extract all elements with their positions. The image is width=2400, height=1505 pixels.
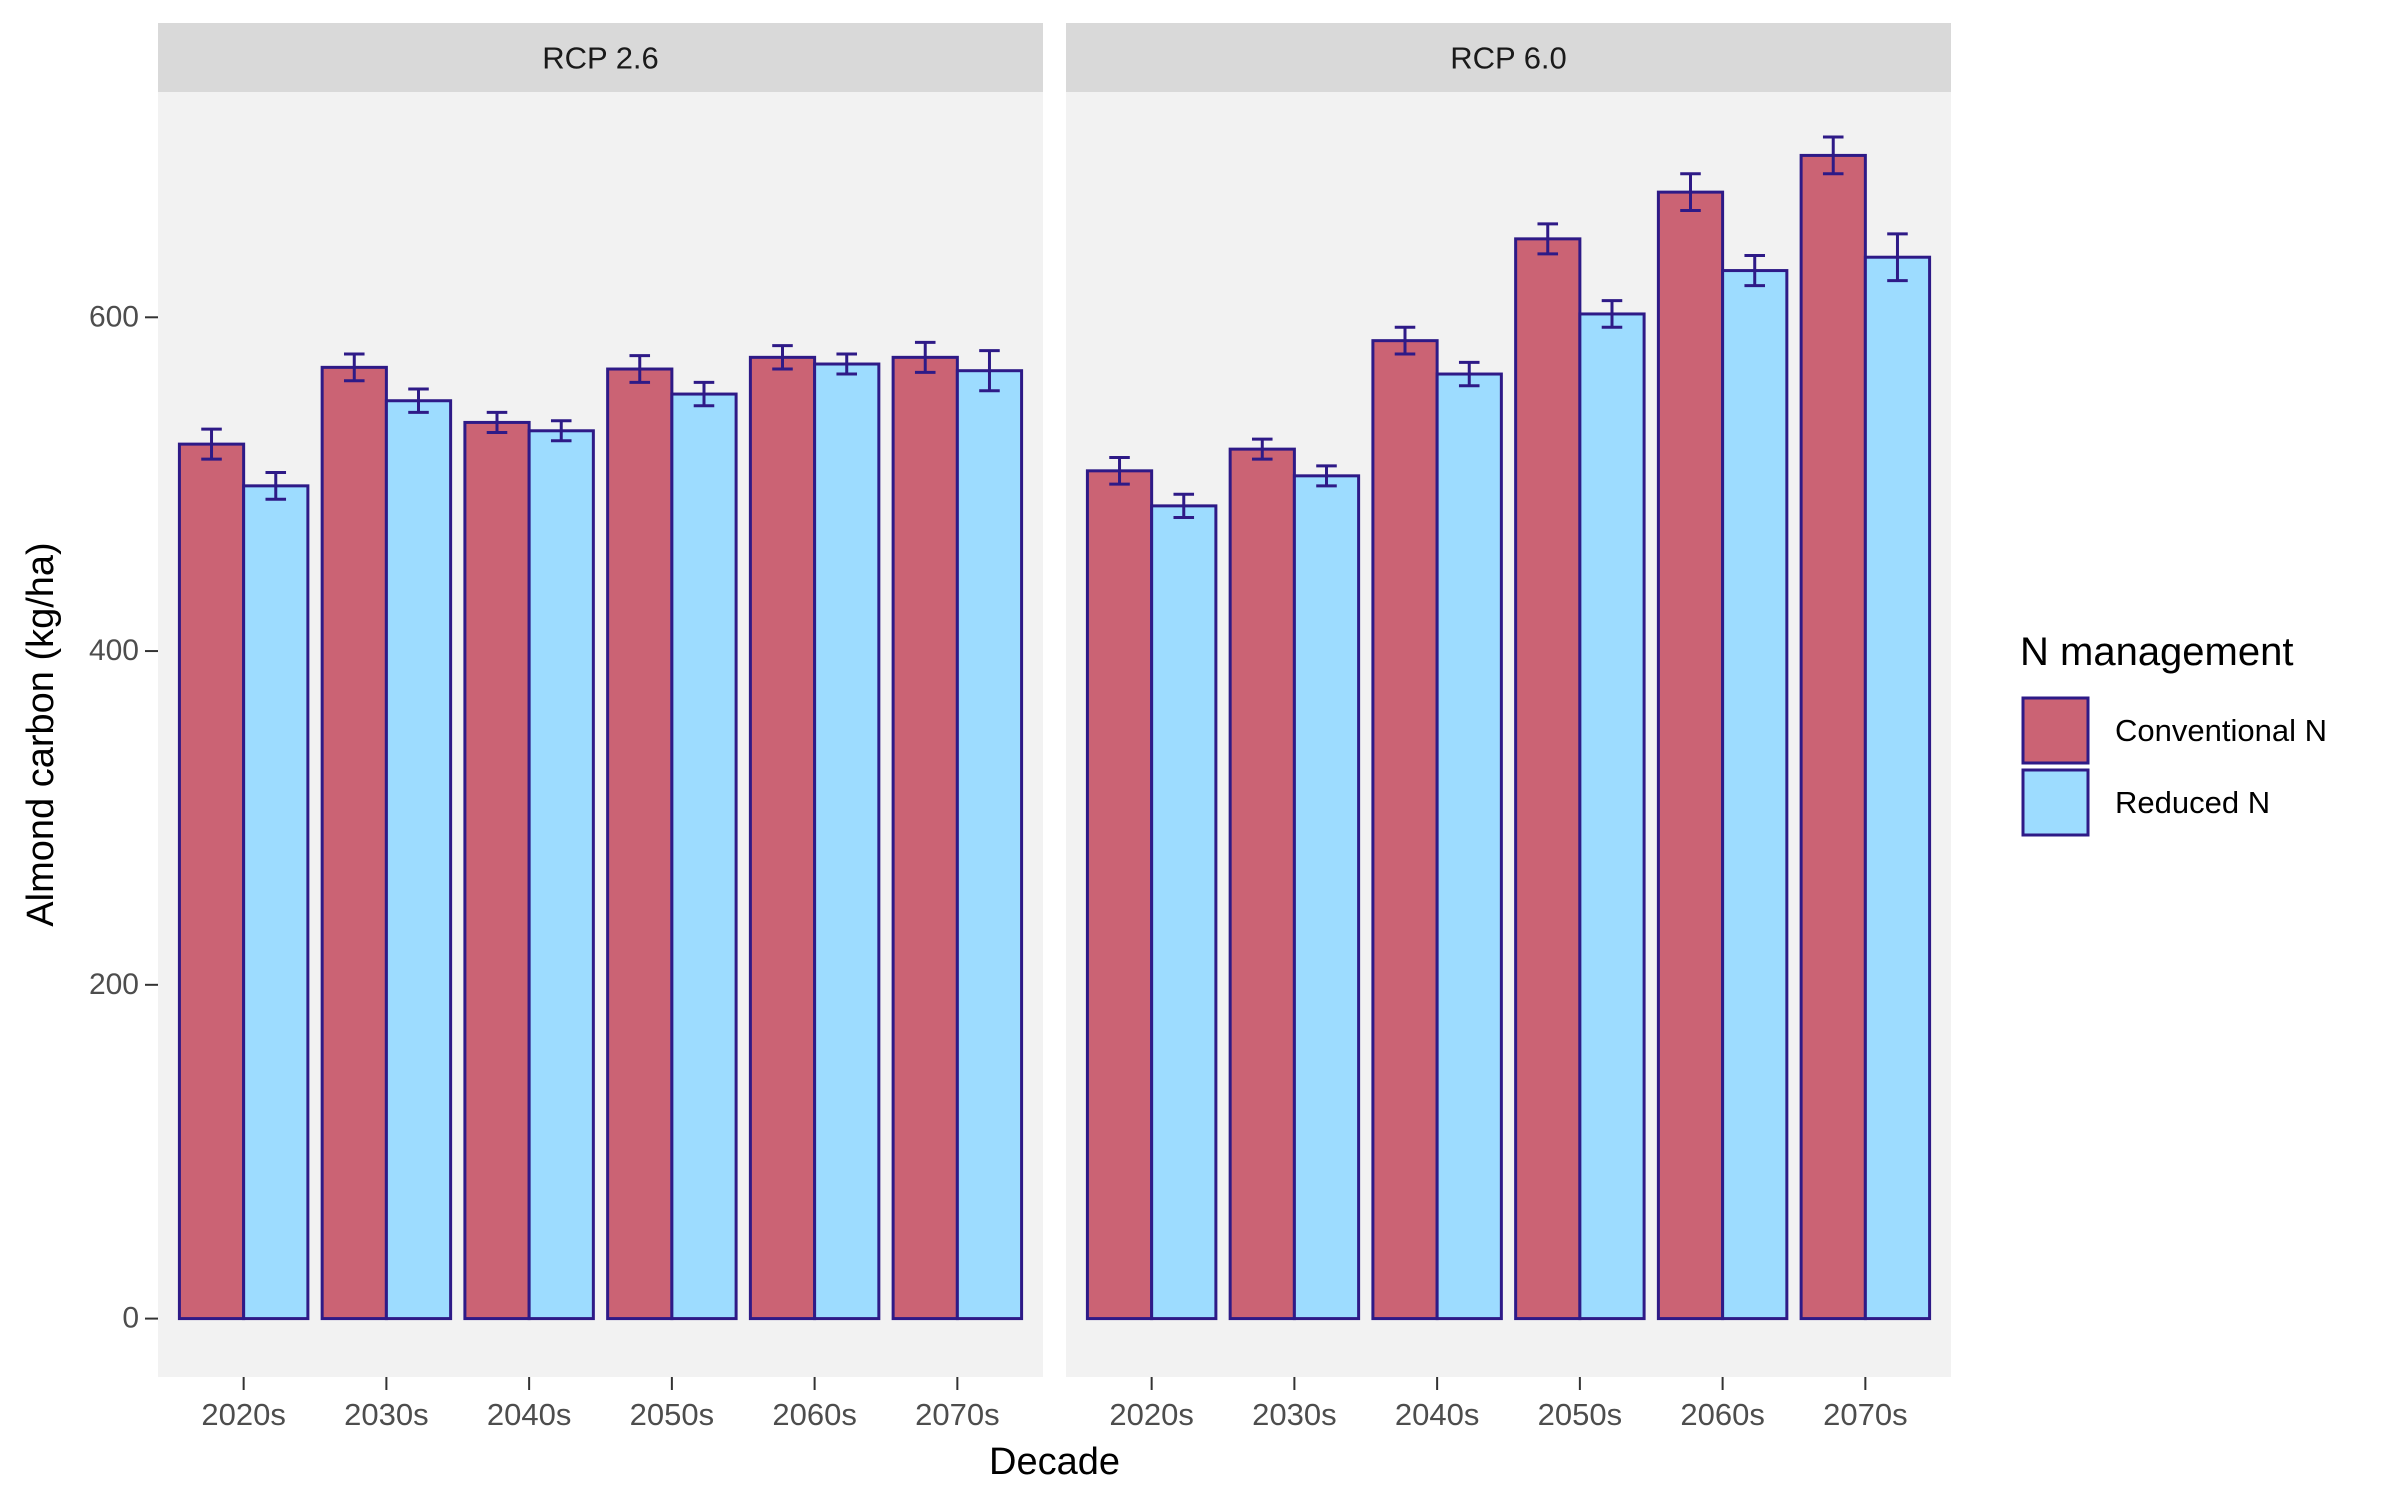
facet-label: RCP 6.0: [1450, 41, 1567, 76]
bar-reduced-n: [1292, 474, 1361, 1321]
x-tick-label: 2070s: [915, 1397, 999, 1432]
bar-conventional-n: [1656, 190, 1725, 1321]
bar-conventional-n: [463, 420, 531, 1321]
x-tick-label: 2050s: [1538, 1397, 1622, 1432]
bar-reduced-n: [1721, 269, 1789, 1321]
legend-title: N management: [2020, 630, 2293, 674]
x-tick-label: 2050s: [630, 1397, 714, 1432]
bar-conventional-n: [748, 355, 817, 1321]
x-tick-label: 2060s: [1680, 1397, 1764, 1432]
bar-reduced-n: [813, 362, 881, 1321]
x-tick-label: 2020s: [201, 1397, 285, 1432]
bar-conventional-n: [1371, 339, 1439, 1321]
y-tick-label: 200: [89, 968, 139, 1001]
facet-label: RCP 2.6: [542, 41, 659, 76]
bar-reduced-n: [1435, 372, 1503, 1321]
legend-label: Conventional N: [2115, 713, 2327, 748]
x-tick-label: 2030s: [344, 1397, 428, 1432]
facet-strip: [1066, 23, 1951, 92]
x-tick-label: 2070s: [1823, 1397, 1907, 1432]
bar-reduced-n: [384, 399, 453, 1321]
y-tick-label: 600: [89, 300, 139, 333]
y-tick-label: 0: [122, 1302, 139, 1335]
x-tick-label: 2030s: [1252, 1397, 1336, 1432]
bar-conventional-n: [1085, 469, 1154, 1321]
legend-key-conventional-n: [2021, 696, 2090, 765]
bar-conventional-n: [177, 442, 246, 1321]
bar-conventional-n: [1228, 447, 1296, 1321]
x-tick-label: 2060s: [772, 1397, 856, 1432]
bar-reduced-n: [527, 429, 595, 1321]
bar-conventional-n: [1799, 153, 1867, 1321]
bar-reduced-n: [242, 484, 310, 1321]
bar-conventional-n: [606, 367, 674, 1321]
legend-label: Reduced N: [2115, 785, 2270, 820]
bar-conventional-n: [1514, 237, 1582, 1321]
bar-reduced-n: [955, 369, 1024, 1321]
x-tick-label: 2040s: [1395, 1397, 1479, 1432]
y-axis-title: Almond carbon (kg/ha): [20, 542, 62, 926]
bar-reduced-n: [1578, 312, 1646, 1321]
facet-strip: [158, 23, 1043, 92]
x-tick-label: 2020s: [1109, 1397, 1193, 1432]
x-tick-label: 2040s: [487, 1397, 571, 1432]
bar-reduced-n: [670, 392, 738, 1321]
bar-reduced-n: [1863, 255, 1932, 1321]
y-tick-label: 400: [89, 634, 139, 667]
x-axis-title: Decade: [989, 1441, 1120, 1483]
bar-conventional-n: [320, 365, 388, 1321]
bar-conventional-n: [891, 355, 959, 1321]
legend-key-reduced-n: [2021, 768, 2090, 837]
bar-reduced-n: [1150, 504, 1218, 1321]
